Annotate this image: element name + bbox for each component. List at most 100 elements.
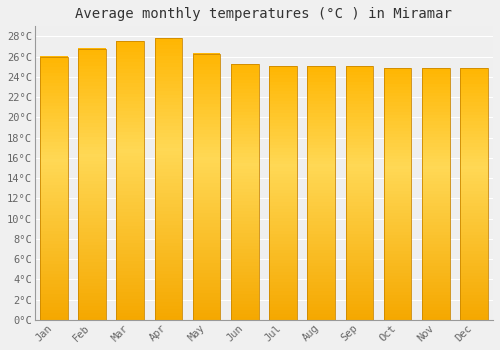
Bar [231,147,258,150]
Bar [269,110,296,113]
Bar [40,142,68,146]
Bar [460,314,487,317]
Bar [346,91,373,94]
Bar [116,135,144,139]
Bar [346,66,373,320]
Bar [422,212,450,216]
Bar [116,219,144,223]
Bar [422,241,450,244]
Bar [231,76,258,80]
Bar [422,228,450,232]
Bar [269,202,296,205]
Bar [269,247,296,250]
Bar [346,88,373,91]
Bar [460,96,487,99]
Bar [346,65,373,69]
Bar [116,188,144,191]
Bar [154,126,182,130]
Bar [40,218,68,221]
Bar [346,123,373,126]
Bar [193,133,220,137]
Bar [384,298,411,301]
Bar [116,278,144,282]
Bar [346,148,373,152]
Bar [154,281,182,285]
Bar [269,97,296,101]
Bar [193,197,220,200]
Bar [460,181,487,184]
Bar [346,275,373,279]
Bar [40,79,68,83]
Bar [78,106,106,110]
Bar [40,155,68,159]
Bar [40,201,68,205]
Bar [308,199,335,202]
Bar [269,244,296,247]
Bar [154,91,182,95]
Bar [193,193,220,197]
Bar [193,100,220,104]
Bar [40,287,68,290]
Bar [193,313,220,317]
Bar [78,144,106,147]
Bar [154,186,182,190]
Bar [78,248,106,252]
Bar [384,108,411,112]
Bar [346,218,373,222]
Bar [308,221,335,225]
Bar [308,66,335,320]
Bar [116,212,144,216]
Bar [40,175,68,178]
Bar [308,228,335,231]
Bar [384,206,411,210]
Bar [269,132,296,136]
Bar [193,67,220,70]
Bar [40,277,68,280]
Bar [269,228,296,231]
Bar [460,266,487,270]
Bar [422,234,450,238]
Bar [154,116,182,119]
Bar [116,107,144,111]
Bar [40,83,68,86]
Bar [269,113,296,117]
Bar [78,72,106,76]
Bar [308,174,335,177]
Bar [269,275,296,279]
Bar [116,128,144,132]
Bar [231,268,258,272]
Bar [231,214,258,217]
Bar [154,133,182,137]
Bar [384,178,411,181]
Bar [460,127,487,131]
Bar [154,84,182,88]
Bar [384,241,411,244]
Bar [78,303,106,306]
Bar [269,221,296,225]
Bar [308,262,335,266]
Bar [78,120,106,123]
Bar [154,130,182,133]
Bar [346,193,373,196]
Bar [231,310,258,314]
Bar [78,164,106,167]
Bar [460,105,487,109]
Bar [193,150,220,154]
Bar [78,201,106,205]
Bar [154,228,182,232]
Bar [78,126,106,130]
Bar [460,279,487,282]
Bar [193,273,220,276]
Bar [116,208,144,212]
Bar [116,264,144,268]
Bar [231,220,258,224]
Bar [384,219,411,222]
Bar [116,90,144,94]
Bar [231,224,258,227]
Bar [231,92,258,96]
Bar [193,303,220,307]
Bar [154,137,182,140]
Bar [193,153,220,157]
Bar [154,112,182,116]
Bar [154,218,182,222]
